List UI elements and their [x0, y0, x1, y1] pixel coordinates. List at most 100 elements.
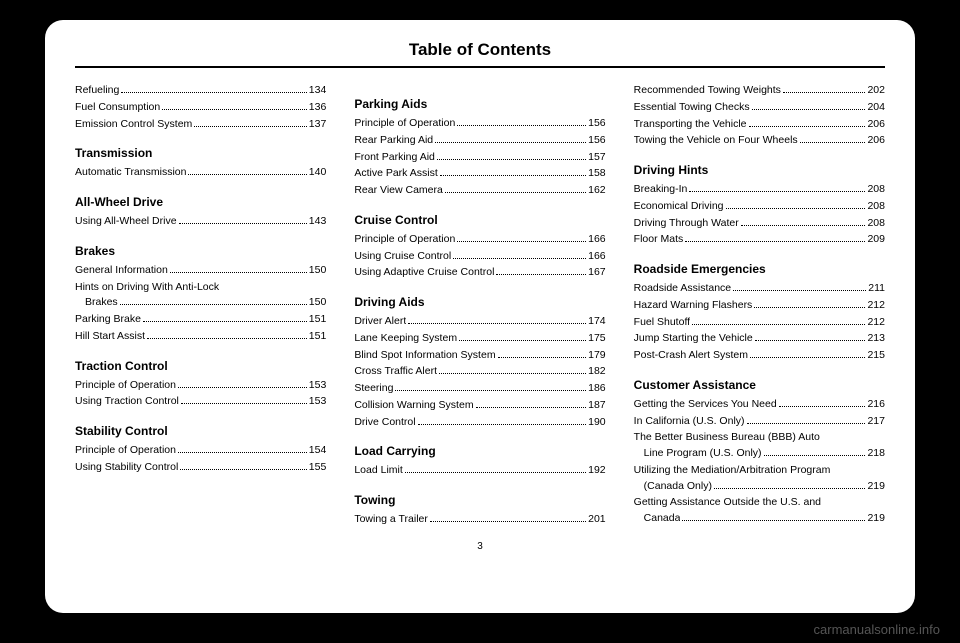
toc-label: (Canada Only): [644, 479, 712, 495]
toc-page-number: 151: [309, 312, 327, 328]
toc-entry: Utilizing the Mediation/Arbitration Prog…: [634, 463, 885, 495]
toc-page-number: 208: [867, 182, 885, 198]
toc-dots: [194, 126, 307, 127]
toc-page-number: 186: [588, 381, 606, 397]
toc-dots: [178, 452, 307, 453]
toc-label: Fuel Consumption: [75, 100, 160, 116]
toc-label: Hill Start Assist: [75, 329, 145, 345]
toc-dots: [457, 241, 586, 242]
toc-dots: [180, 469, 307, 470]
toc-entry: Blind Spot Information System179: [354, 348, 605, 364]
toc-label: Front Parking Aid: [354, 150, 435, 166]
page-title: Table of Contents: [75, 40, 885, 60]
section-heading: Driving Hints: [634, 161, 885, 179]
toc-column-1: Refueling134Fuel Consumption136Emission …: [75, 83, 326, 529]
toc-entry: Active Park Assist158: [354, 166, 605, 182]
section-heading: All-Wheel Drive: [75, 193, 326, 211]
toc-entry: Jump Starting the Vehicle213: [634, 331, 885, 347]
document-page: Table of Contents Refueling134Fuel Consu…: [45, 20, 915, 613]
toc-page-number: 212: [867, 298, 885, 314]
toc-label: Using Adaptive Cruise Control: [354, 265, 494, 281]
toc-label: Principle of Operation: [75, 443, 176, 459]
toc-page-number: 190: [588, 415, 606, 431]
toc-page-number: 208: [867, 199, 885, 215]
toc-entry: Floor Mats209: [634, 232, 885, 248]
toc-dots: [170, 272, 307, 273]
toc-page-number: 217: [867, 414, 885, 430]
toc-page-number: 215: [867, 348, 885, 364]
toc-page-number: 175: [588, 331, 606, 347]
watermark: carmanualsonline.info: [814, 622, 940, 637]
section-heading: Driving Aids: [354, 293, 605, 311]
toc-label: Towing the Vehicle on Four Wheels: [634, 133, 798, 149]
toc-label: Breaking-In: [634, 182, 688, 198]
toc-label: Driver Alert: [354, 314, 406, 330]
toc-label: Canada: [644, 511, 681, 527]
toc-entry: Principle of Operation 166: [354, 232, 605, 248]
section-heading: Customer Assistance: [634, 376, 885, 394]
toc-page-number: 187: [588, 398, 606, 414]
toc-dots: [437, 159, 586, 160]
toc-page-number: 192: [588, 463, 606, 479]
toc-label: General Information: [75, 263, 168, 279]
toc-label: In California (U.S. Only): [634, 414, 745, 430]
toc-dots: [435, 142, 586, 143]
toc-dots: [764, 455, 866, 456]
toc-page-number: 155: [309, 460, 327, 476]
section-heading: Transmission: [75, 144, 326, 162]
toc-entry: Using Traction Control153: [75, 394, 326, 410]
toc-entry: Breaking-In 208: [634, 182, 885, 198]
toc-label: Brakes: [85, 295, 118, 311]
toc-label: Emission Control System: [75, 117, 192, 133]
toc-entry: Front Parking Aid157: [354, 150, 605, 166]
toc-dots: [750, 357, 865, 358]
toc-dots: [754, 307, 865, 308]
toc-label: Rear View Camera: [354, 183, 443, 199]
toc-entry: In California (U.S. Only) 217: [634, 414, 885, 430]
toc-dots: [496, 274, 586, 275]
toc-entry: Towing a Trailer201: [354, 512, 605, 528]
section-heading: Load Carrying: [354, 442, 605, 460]
toc-dots: [752, 109, 866, 110]
toc-dots: [178, 387, 307, 388]
toc-entry: Lane Keeping System 175: [354, 331, 605, 347]
toc-label: Hazard Warning Flashers: [634, 298, 753, 314]
toc-page-number: 134: [309, 83, 327, 99]
toc-page-number: 209: [867, 232, 885, 248]
toc-label: Principle of Operation: [75, 378, 176, 394]
toc-dots: [733, 290, 866, 291]
section-heading: Roadside Emergencies: [634, 260, 885, 278]
toc-dots: [714, 488, 866, 489]
toc-page-number: 150: [309, 295, 327, 311]
toc-dots: [430, 521, 586, 522]
toc-page-number: 182: [588, 364, 606, 380]
toc-page-number: 136: [309, 100, 327, 116]
toc-entry: The Better Business Bureau (BBB) AutoLin…: [634, 430, 885, 462]
toc-entry: Using Adaptive Cruise Control167: [354, 265, 605, 281]
toc-label: Driving Through Water: [634, 216, 739, 232]
toc-page-number: 208: [867, 216, 885, 232]
toc-dots: [445, 192, 586, 193]
toc-dots: [408, 323, 586, 324]
toc-page-number: 166: [588, 232, 606, 248]
toc-page-number: 158: [588, 166, 606, 182]
toc-entry: Roadside Assistance211: [634, 281, 885, 297]
toc-page-number: 206: [867, 133, 885, 149]
toc-dots: [741, 225, 866, 226]
toc-label: Utilizing the Mediation/Arbitration Prog…: [634, 463, 885, 479]
toc-label: Lane Keeping System: [354, 331, 457, 347]
toc-label: Using All-Wheel Drive: [75, 214, 177, 230]
toc-dots: [439, 373, 586, 374]
toc-label: Essential Towing Checks: [634, 100, 750, 116]
toc-page-number: 216: [867, 397, 885, 413]
toc-label: Principle of Operation: [354, 232, 455, 248]
toc-page-number: 140: [309, 165, 327, 181]
toc-entry: Hazard Warning Flashers 212: [634, 298, 885, 314]
toc-label: Parking Brake: [75, 312, 141, 328]
toc-dots: [682, 520, 865, 521]
toc-dots: [498, 357, 587, 358]
toc-dots: [749, 126, 866, 127]
title-underline: [75, 66, 885, 68]
toc-entry: Post-Crash Alert System215: [634, 348, 885, 364]
toc-label: Load Limit: [354, 463, 402, 479]
